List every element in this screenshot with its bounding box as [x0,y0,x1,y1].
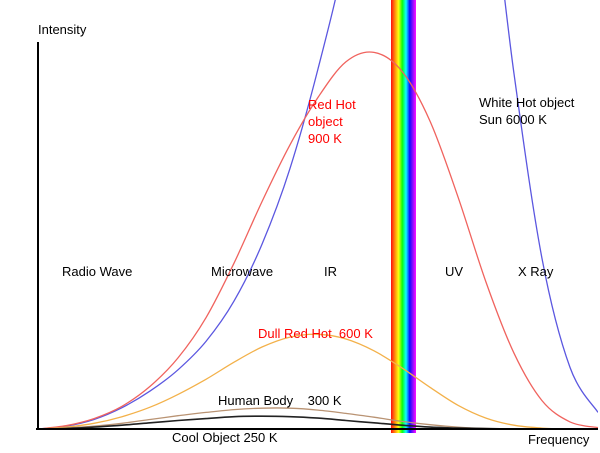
curves-layer [38,0,598,429]
annotation-sun-line1: White Hot object [479,95,575,110]
region-label-microwave: Microwave [211,264,273,279]
region-label-ir: IR [324,264,337,279]
series-line-1 [38,51,598,429]
series-line-0 [38,0,598,429]
region-label-radio-wave: Radio Wave [62,264,132,279]
region-label-xray: X Ray [518,264,554,279]
y-axis-title: Intensity [38,22,87,37]
annotation-sun-line2: Sun 6000 K [479,112,547,127]
annotation-red-line1: Red Hot [308,97,356,112]
annotation-red-line2: object [308,114,343,129]
x-axis-title: Frequency [528,432,590,447]
series-line-2 [38,333,598,429]
annotation-cool-object: Cool Object 250 K [172,430,278,445]
region-label-uv: UV [445,264,463,279]
annotation-dull-red: Dull Red Hot 600 K [258,326,373,341]
annotation-red-line3: 900 K [308,131,342,146]
visible-spectrum-band [391,0,416,433]
annotation-human-body: Human Body 300 K [218,393,342,408]
series-line-4 [38,415,598,429]
